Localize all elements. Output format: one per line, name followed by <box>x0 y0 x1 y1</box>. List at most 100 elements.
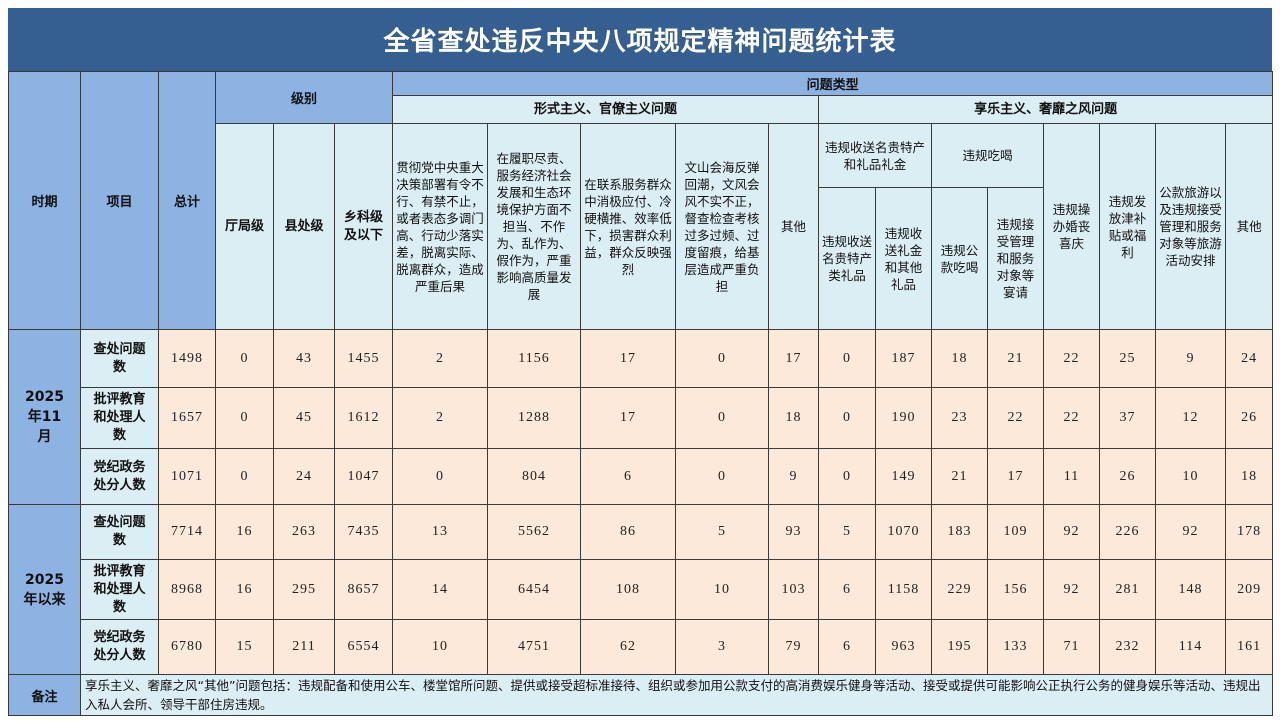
table-cell: 10 <box>675 559 770 620</box>
table-cell: 13 <box>392 504 489 560</box>
header-level-ting: 厅局级 <box>215 123 274 330</box>
table-cell: 14 <box>392 559 489 620</box>
header-level: 级别 <box>214 71 394 124</box>
table-cell: 263 <box>273 504 335 560</box>
table-cell: 86 <box>580 504 677 560</box>
table-cell: 92 <box>1155 504 1227 560</box>
table-cell: 24 <box>1225 329 1274 388</box>
table-cell: 2 <box>392 329 489 388</box>
table-cell: 25 <box>1099 329 1157 388</box>
table-cell: 16 <box>215 504 274 560</box>
table-cell: 804 <box>487 448 582 505</box>
table-cell: 195 <box>931 619 989 675</box>
table-cell: 295 <box>273 559 335 620</box>
table-cell: 11 <box>1043 448 1101 505</box>
table-cell: 0 <box>818 329 877 388</box>
table-cell: 9 <box>1155 329 1227 388</box>
table-cell: 24 <box>273 448 335 505</box>
header-dining-banquet: 违规接受管理和服务对象等宴请 <box>987 187 1045 330</box>
table-cell: 0 <box>675 329 770 388</box>
table-cell: 232 <box>1099 619 1157 675</box>
table-cell: 21 <box>931 448 989 505</box>
table-cell: 0 <box>675 387 770 449</box>
table-cell: 0 <box>215 329 274 388</box>
table-cell: 18 <box>1225 448 1274 505</box>
table-cell: 23 <box>931 387 989 449</box>
table-cell: 71 <box>1043 619 1101 675</box>
table-cell: 9 <box>768 448 820 505</box>
table-cell: 26 <box>1099 448 1157 505</box>
table-row: 党纪政务处分人数 1071 0 24 1047 0 804 6 0 9 0 149 21 17 11 26 10… <box>9 448 1274 505</box>
header-formalism-4: 文山会海反弹回潮，文风会风不实不正，督查检查考核过多过频、过度留痕，给基层造成严… <box>675 123 770 330</box>
note-row: 备注 享乐主义、奢靡之风“其他”问题包括：违规配备和使用公车、楼堂馆所问题、提供或… <box>8 674 1274 716</box>
table-cell: 0 <box>675 448 770 505</box>
table-cell: 62 <box>580 619 677 675</box>
table-cell: 1612 <box>333 387 394 449</box>
row-item-label: 党纪政务处分人数 <box>80 619 159 675</box>
header-formalism-2: 在履职尽责、服务经济社会发展和生态环境保护方面不担当、不作为、乱作为、假作为，严… <box>487 123 582 330</box>
header-level-xian: 县处级 <box>273 123 335 330</box>
header-formalism-3: 在联系服务群众中消极应付、冷硬横推、效率低下，损害群众利益，群众反映强烈 <box>580 123 677 330</box>
table-cell: 93 <box>768 504 820 560</box>
table-cell: 43 <box>273 329 335 388</box>
table-cell: 22 <box>1043 387 1101 449</box>
table-title: 全省查处违反中央八项规定精神问题统计表 <box>8 8 1272 71</box>
header-formalism-other: 其他 <box>768 123 820 330</box>
table-cell: 17 <box>580 387 677 449</box>
header-period: 时期 <box>8 71 81 330</box>
table-cell: 108 <box>580 559 677 620</box>
table-row: 批评教育和处理人数 8968 16 295 8657 14 6454 108 10 103 6 115… <box>9 559 1274 620</box>
header-gifts-group: 违规收送名贵特产和礼品礼金 <box>818 123 933 188</box>
table-cell: 6 <box>818 619 877 675</box>
table-cell: 21 <box>987 329 1045 388</box>
table-cell: 3 <box>675 619 770 675</box>
period-label: 2025年以来 <box>8 504 81 675</box>
table-cell: 6780 <box>158 619 216 675</box>
header-travel: 公款旅游以及违规接受管理和服务对象等旅游活动安排 <box>1155 123 1227 330</box>
header-total: 总计 <box>158 71 216 330</box>
table-cell: 37 <box>1099 387 1157 449</box>
header-formalism: 形式主义、官僚主义问题 <box>392 95 820 124</box>
header-level-xiang: 乡科级及以下 <box>333 123 394 330</box>
table-cell: 6454 <box>487 559 582 620</box>
table-cell: 5 <box>818 504 877 560</box>
table-cell: 8968 <box>158 559 216 620</box>
table-cell: 281 <box>1099 559 1157 620</box>
table-cell: 187 <box>875 329 933 388</box>
table-cell: 109 <box>987 504 1045 560</box>
table-cell: 209 <box>1225 559 1274 620</box>
header-weddings: 违规操办婚丧喜庆 <box>1043 123 1101 330</box>
table-cell: 0 <box>818 448 877 505</box>
table-cell: 133 <box>987 619 1045 675</box>
table-cell: 211 <box>273 619 335 675</box>
table-cell: 26 <box>1225 387 1274 449</box>
table-cell: 0 <box>215 387 274 449</box>
note-label: 备注 <box>8 674 81 716</box>
period-label: 2025年11月 <box>8 329 81 505</box>
table-cell: 5 <box>675 504 770 560</box>
header-formalism-1: 贯彻党中央重大决策部署有令不行、有禁不止，或者表态多调门高、行动少落实差，脱离实… <box>392 123 489 330</box>
row-item-label: 党纪政务处分人数 <box>80 448 159 505</box>
table-cell: 17 <box>768 329 820 388</box>
table-cell: 1047 <box>333 448 394 505</box>
table-cell: 6 <box>818 559 877 620</box>
table-cell: 963 <box>875 619 933 675</box>
table-cell: 156 <box>987 559 1045 620</box>
table-cell: 18 <box>768 387 820 449</box>
table-row: 2025年以来 查处问题数 7714 16 263 7435 13 5562 86 5 93 5 107… <box>8 504 1274 675</box>
row-item-label: 批评教育和处理人数 <box>80 387 159 449</box>
table-cell: 103 <box>768 559 820 620</box>
table-cell: 1498 <box>158 329 216 388</box>
table-row: 2025年11月 查处问题数 1498 0 43 1455 2 1156 17 0 17 0 187 18… <box>8 329 1274 505</box>
note-text: 享乐主义、奢靡之风“其他”问题包括：违规配备和使用公车、楼堂馆所问题、提供或接受… <box>79 674 1274 716</box>
table-cell: 6 <box>580 448 677 505</box>
table-cell: 226 <box>1099 504 1157 560</box>
table-cell: 4751 <box>487 619 582 675</box>
table-cell: 1156 <box>487 329 582 388</box>
table-cell: 79 <box>768 619 820 675</box>
table-cell: 18 <box>931 329 989 388</box>
header-item: 项目 <box>80 71 159 330</box>
table-cell: 7435 <box>333 504 394 560</box>
row-item-label: 查处问题数 <box>80 329 159 388</box>
header-hedonism: 享乐主义、奢靡之风问题 <box>818 95 1274 124</box>
